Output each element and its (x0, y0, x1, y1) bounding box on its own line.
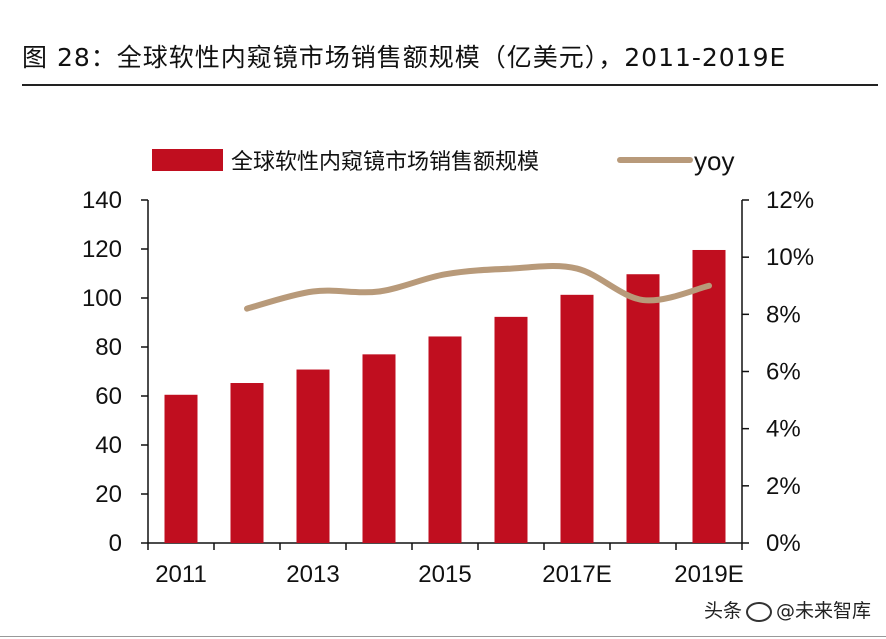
title-divider (22, 84, 878, 86)
yoy-point (312, 290, 314, 292)
yoy-point (246, 308, 248, 310)
bar-2013 (296, 369, 330, 543)
bar-2012 (230, 383, 264, 543)
right-tick-label: 6% (766, 359, 801, 386)
left-tick-label: 20 (95, 481, 122, 508)
x-tick-label: 2017E (542, 561, 611, 588)
yoy-point (642, 299, 644, 301)
legend: 全球软性内窥镜市场销售额规模 yoy (152, 146, 734, 176)
bar-2015 (428, 336, 462, 543)
yoy-line (244, 263, 712, 312)
right-axis-ticks: 0% 2% 4% 6% 8% 10% 12% (742, 187, 814, 557)
watermark-prefix: 头条 (704, 600, 743, 622)
bar-2011 (164, 394, 198, 543)
left-tick-label: 60 (95, 383, 122, 410)
wechat-icon (746, 601, 773, 622)
x-tick-label: 2013 (286, 561, 339, 588)
legend-bar-label: 全球软性内窥镜市场销售额规模 (231, 150, 539, 175)
right-tick-label: 12% (766, 187, 814, 214)
left-tick-label: 140 (82, 187, 122, 214)
x-tick-label: 2019E (674, 561, 743, 588)
x-tick-label: 2011 (155, 561, 207, 588)
left-tick-label: 80 (95, 334, 122, 361)
yoy-point (708, 285, 710, 287)
left-axis-ticks: 0 20 40 60 80 100 120 140 (82, 187, 148, 557)
left-tick-label: 120 (82, 236, 122, 263)
legend-line-label: yoy (694, 146, 734, 176)
bar-series (164, 249, 726, 544)
bar-2014 (362, 354, 396, 543)
bar-2016 (494, 316, 528, 543)
x-axis-ticks: 2011 2013 2015 2017E 2019E (147, 543, 744, 588)
watermark-name: @未来智库 (776, 600, 872, 622)
legend-bar-swatch (152, 149, 223, 171)
left-tick-label: 40 (95, 432, 122, 459)
yoy-point (444, 273, 446, 275)
x-tick-label: 2015 (418, 561, 471, 588)
watermark: 头条 @未来智库 (704, 596, 871, 623)
right-tick-label: 10% (766, 244, 814, 271)
yoy-series (244, 263, 712, 312)
right-tick-label: 8% (766, 301, 801, 328)
left-tick-label: 100 (82, 285, 122, 312)
figure-title: 图 28：全球软性内窥镜市场销售额规模（亿美元），2011-2019E (22, 43, 787, 72)
bar-2017E (560, 294, 594, 543)
bottom-divider (0, 636, 886, 637)
yoy-point (510, 268, 512, 270)
bar-2019E (692, 249, 726, 544)
yoy-point (576, 268, 578, 270)
left-tick-label: 0 (109, 530, 122, 557)
right-tick-label: 2% (766, 473, 801, 500)
yoy-point (378, 290, 380, 292)
right-tick-label: 0% (766, 530, 801, 557)
right-tick-label: 4% (766, 416, 801, 443)
bar-2018E (626, 274, 660, 543)
